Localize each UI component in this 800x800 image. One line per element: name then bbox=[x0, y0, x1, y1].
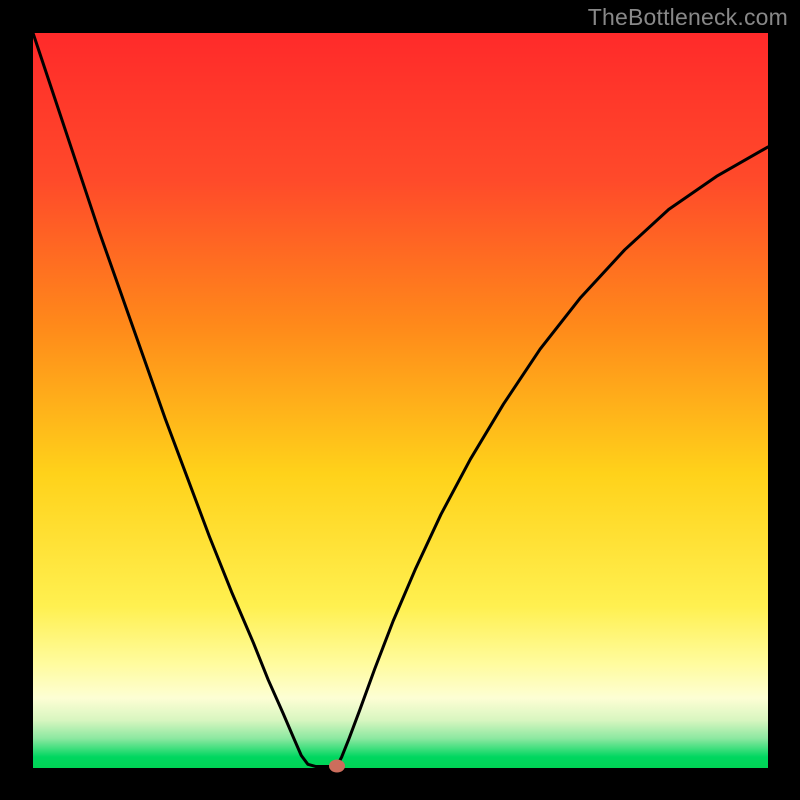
bottleneck-curve bbox=[33, 33, 768, 768]
plot-area bbox=[33, 33, 768, 768]
optimum-marker bbox=[329, 759, 345, 772]
watermark-text: TheBottleneck.com bbox=[588, 4, 788, 31]
